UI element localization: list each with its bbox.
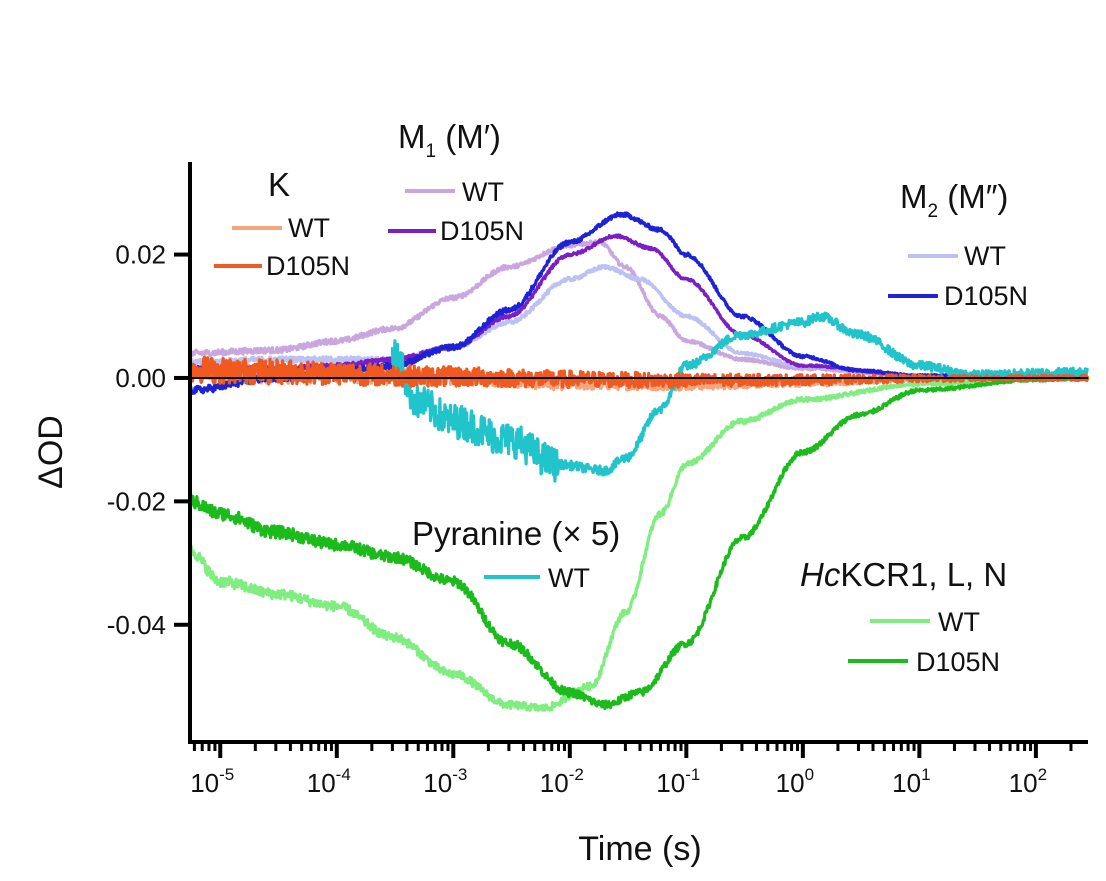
legend-k-wt-label: WT bbox=[288, 213, 330, 243]
y-tick-label: 0.02 bbox=[115, 240, 166, 270]
legend-m1-wt-label: WT bbox=[462, 177, 504, 207]
legend-hckcr1: HcKCR1, L, N WT D105N bbox=[800, 556, 1007, 677]
legend-hckcr1-wt-label: WT bbox=[938, 607, 980, 637]
legend-m2: M2 (M″) WT D105N bbox=[888, 178, 1028, 311]
x-tick-label: 101 bbox=[892, 765, 930, 798]
series-line-hckcr1-d105n bbox=[188, 375, 1090, 711]
x-tick-label: 100 bbox=[776, 765, 814, 798]
legend-hckcr1-title: HcKCR1, L, N bbox=[800, 556, 1007, 593]
legend-m2-d105n-label: D105N bbox=[944, 281, 1028, 311]
x-tick-label: 10-5 bbox=[190, 765, 234, 798]
series-layer bbox=[188, 211, 1090, 712]
x-tick-label: 10-2 bbox=[540, 765, 584, 798]
legend-m1: M1 (M′) WT D105N bbox=[388, 118, 524, 246]
legend-m2-title: M2 (M″) bbox=[900, 178, 1008, 222]
y-axis-title: ΔOD bbox=[32, 415, 70, 489]
x-axis-title: Time (s) bbox=[578, 830, 701, 868]
legend-pyranine-title: Pyranine (× 5) bbox=[412, 515, 620, 552]
legend-pyranine-wt-label: WT bbox=[548, 563, 590, 593]
legend-k-title: K bbox=[268, 166, 290, 203]
legend-hckcr1-d105n-label: D105N bbox=[916, 647, 1000, 677]
x-tick-label: 10-1 bbox=[656, 765, 700, 798]
x-tick-label: 10-3 bbox=[423, 765, 467, 798]
series-line-pyranine-wt bbox=[390, 311, 1090, 483]
y-tick-label: -0.04 bbox=[107, 610, 166, 640]
y-tick-label: -0.02 bbox=[107, 486, 166, 516]
axes-layer: 0.02 0.00 -0.02 -0.04 10-5 10-4 10-3 10-2 10-1 10… bbox=[107, 162, 1088, 798]
x-tick-label: 102 bbox=[1009, 765, 1047, 798]
legend-m1-title: M1 (M′) bbox=[398, 118, 501, 162]
y-tick-label: 0.00 bbox=[115, 363, 166, 393]
legend-m2-wt-label: WT bbox=[964, 241, 1006, 271]
series-line-hckcr1-wt bbox=[188, 375, 1090, 712]
legend-m1-d105n-label: D105N bbox=[440, 216, 524, 246]
legend-pyranine: Pyranine (× 5) WT bbox=[412, 515, 620, 593]
x-tick-label: 10-4 bbox=[307, 765, 351, 798]
legend-k-d105n-label: D105N bbox=[266, 251, 350, 281]
legend-k: K WT D105N bbox=[214, 166, 350, 281]
